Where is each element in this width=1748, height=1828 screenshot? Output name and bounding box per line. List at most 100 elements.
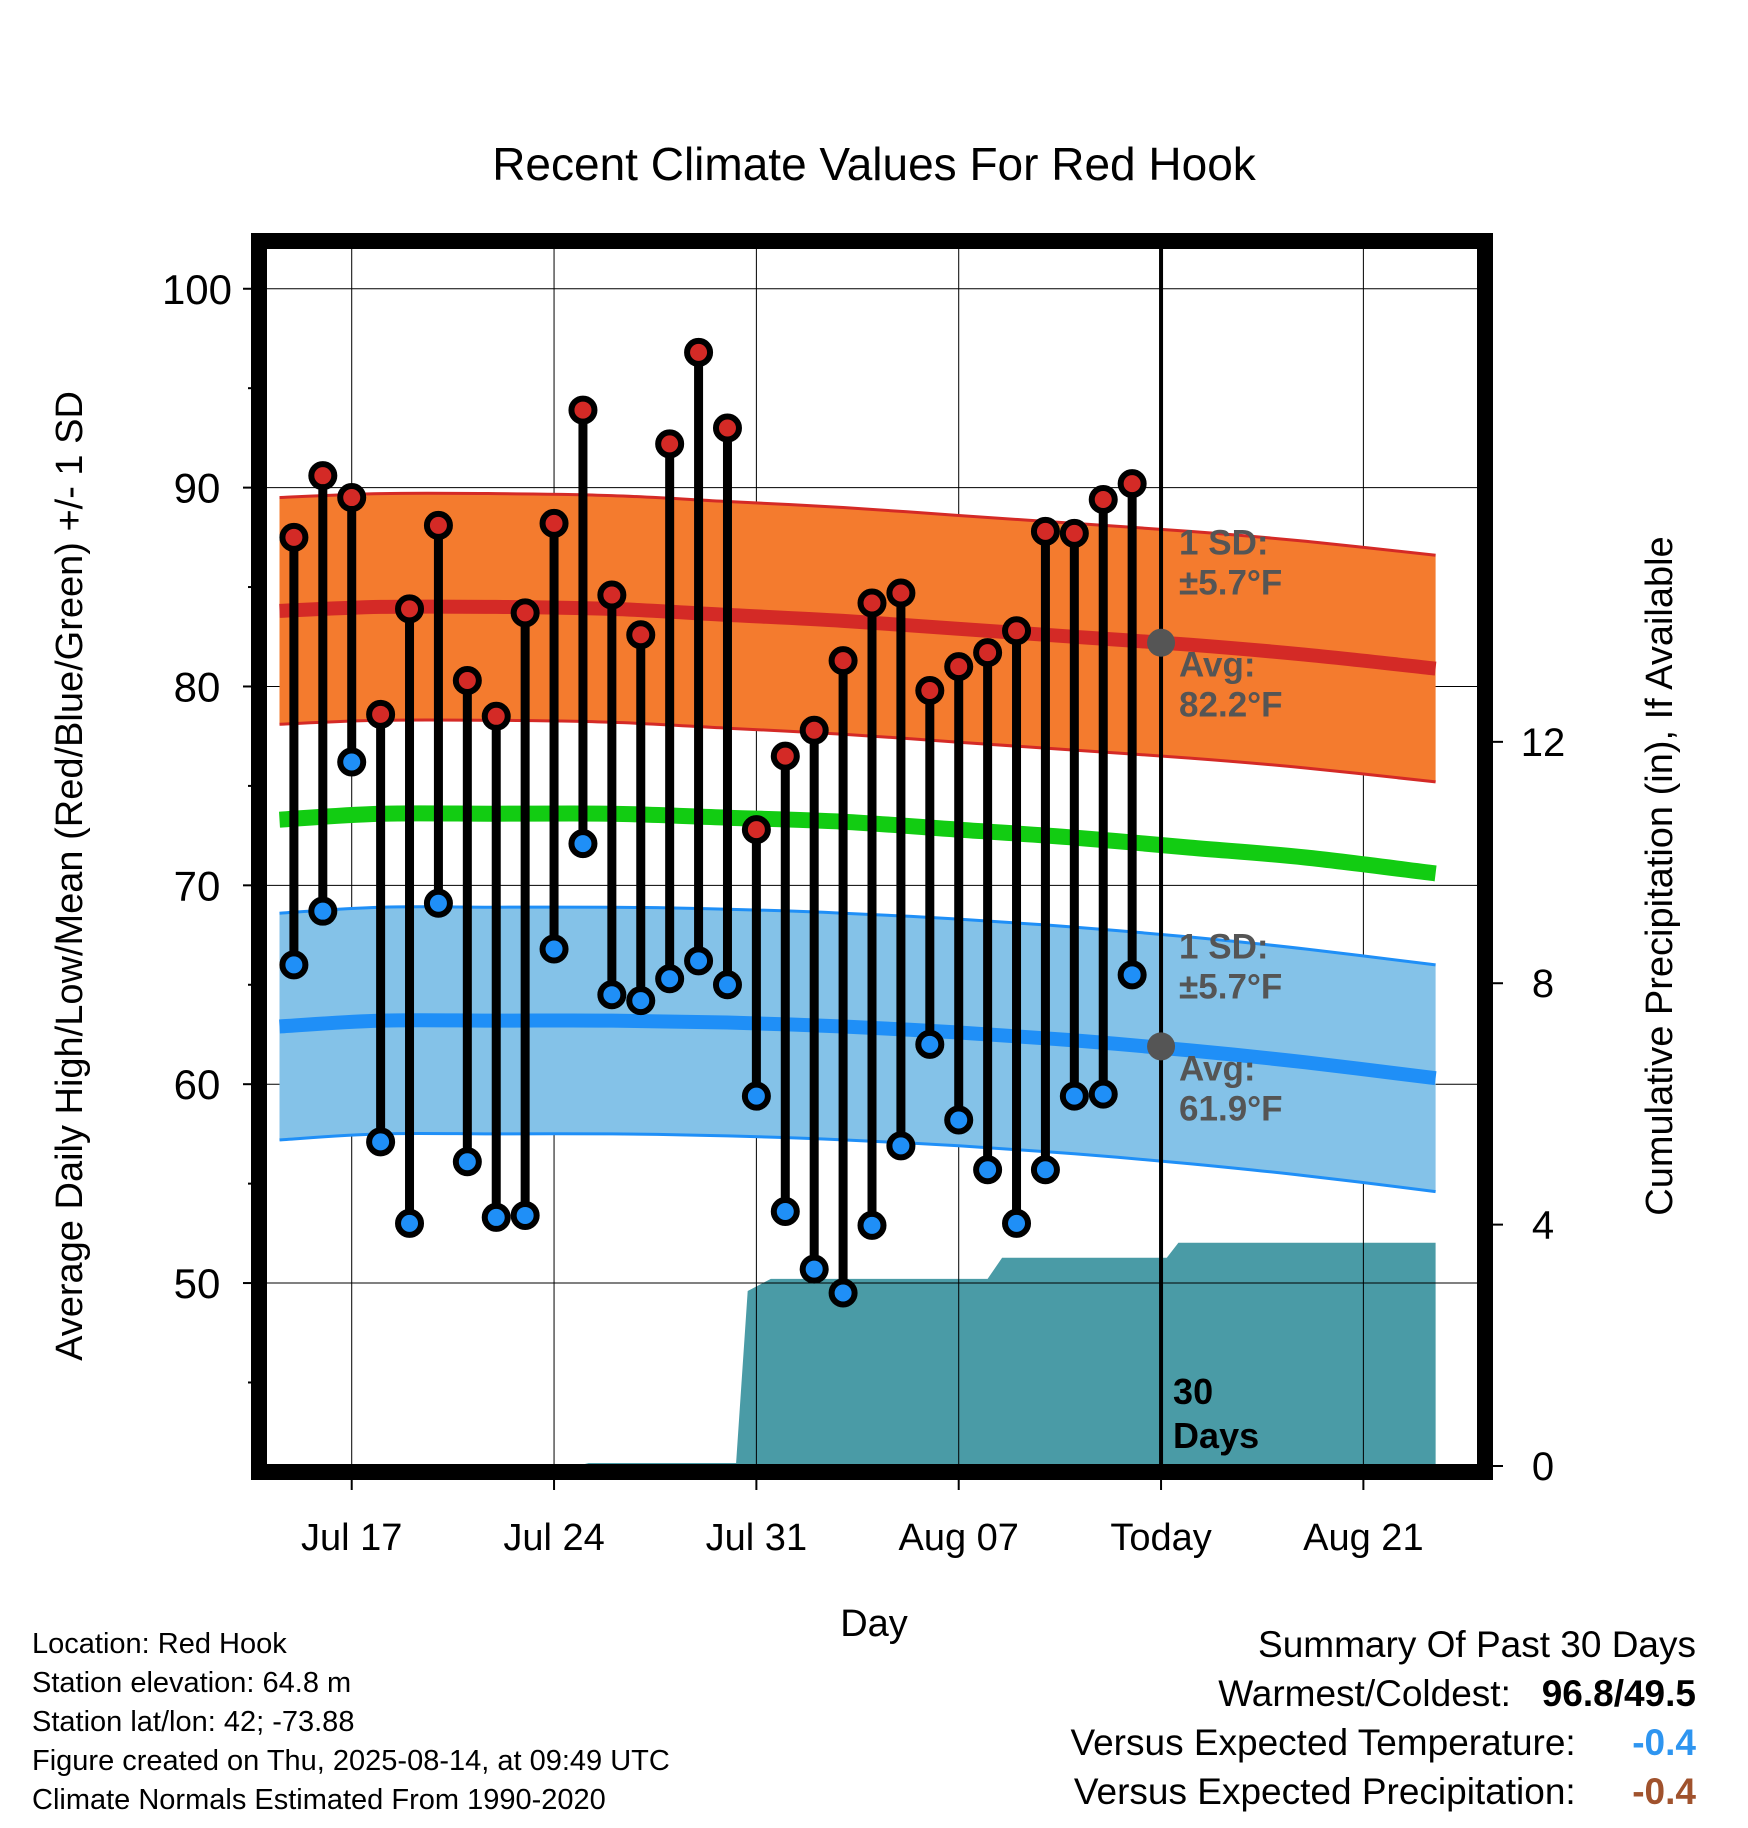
daily-high-point [395, 594, 425, 624]
daily-low-point [279, 950, 309, 980]
daily-high-point [279, 522, 309, 552]
low-sd-value: ±5.7°F [1179, 967, 1282, 1006]
daily-high-point [423, 510, 453, 540]
y2-tick-label: 4 [1532, 1204, 1554, 1248]
warm-cold-label: Warmest/Coldest: [1218, 1673, 1511, 1714]
daily-high-point [1059, 518, 1089, 548]
daily-high-point [799, 715, 829, 745]
daily-high-point [539, 508, 569, 538]
chart-title: Recent Climate Values For Red Hook [492, 138, 1257, 190]
daily-low-point [944, 1105, 974, 1135]
daily-low-point [539, 934, 569, 964]
daily-high-point [568, 395, 598, 425]
daily-low-point [1030, 1155, 1060, 1185]
daily-low-point [828, 1278, 858, 1308]
daily-high-point [828, 646, 858, 676]
low-sd-label: 1 SD: [1179, 927, 1268, 966]
info-normals: Climate Normals Estimated From 1990-2020 [32, 1784, 606, 1816]
daily-high-point [915, 675, 945, 705]
warmest-value: 96.8 [1541, 1673, 1614, 1714]
precip-label: Versus Expected Precipitation: [1073, 1771, 1576, 1812]
low-avg-label: Avg: [1179, 1049, 1255, 1088]
daily-low-point [1088, 1079, 1118, 1109]
daily-low-point [510, 1200, 540, 1230]
normal-high-line [279, 599, 1437, 676]
today-avg-high-marker [1147, 628, 1176, 657]
daily-low-point [481, 1202, 511, 1232]
y2-tick-label: 8 [1532, 962, 1554, 1006]
x-axis-label: Day [840, 1603, 908, 1645]
daily-high-point [1002, 616, 1032, 646]
daily-low-point [712, 970, 742, 1000]
daily-high-point [857, 588, 887, 618]
x-tick-label: Aug 21 [1303, 1517, 1423, 1559]
low-sd-band [279, 906, 1436, 1192]
daily-low-point [597, 980, 627, 1010]
daily-high-point [626, 620, 656, 650]
period-label-days: Days [1173, 1415, 1259, 1456]
daily-high-point [1117, 469, 1147, 499]
daily-high-point [366, 699, 396, 729]
high-sd-upper-edge [279, 491, 1436, 557]
y2-tick-label: 12 [1521, 721, 1566, 765]
info-latlon: Station lat/lon: 42; -73.88 [32, 1706, 355, 1738]
daily-low-point [395, 1208, 425, 1238]
y2-tick-label: 0 [1532, 1445, 1554, 1489]
daily-high-point [452, 666, 482, 696]
period-label-number: 30 [1173, 1371, 1213, 1412]
daily-low-point [886, 1131, 916, 1161]
daily-low-point [1002, 1208, 1032, 1238]
daily-low-point [337, 747, 367, 777]
daily-low-point [857, 1210, 887, 1240]
daily-high-point [1088, 485, 1118, 515]
daily-high-point [337, 483, 367, 513]
daily-high-point [655, 429, 685, 459]
info-location: Location: Red Hook [32, 1628, 287, 1660]
x-tick-label: Aug 07 [898, 1517, 1018, 1559]
summary-heading: Summary Of Past 30 Days [1258, 1624, 1696, 1665]
info-elevation: Station elevation: 64.8 m [32, 1667, 352, 1699]
daily-high-point [308, 461, 338, 491]
y2-axis-label: Cumulative Precipitation (in), If Availa… [1639, 536, 1681, 1215]
daily-low-point [366, 1127, 396, 1157]
summary-warm-cold: Warmest/Coldest: 96.8/49.5 [1070, 1669, 1696, 1718]
daily-high-point [481, 701, 511, 731]
high-sd-label: 1 SD: [1179, 524, 1268, 563]
daily-high-point [684, 337, 714, 367]
station-info: Location: Red Hook Station elevation: 64… [32, 1625, 670, 1820]
daily-high-point [973, 638, 1003, 668]
daily-high-point [944, 652, 974, 682]
high-sd-value: ±5.7°F [1179, 564, 1282, 603]
daily-low-point [799, 1254, 829, 1284]
daily-low-point [770, 1196, 800, 1226]
precip-value: -0.4 [1632, 1771, 1696, 1812]
x-tick-label: Jul 17 [301, 1517, 402, 1559]
daily-low-point [452, 1147, 482, 1177]
daily-low-point [655, 964, 685, 994]
temp-label: Versus Expected Temperature: [1070, 1722, 1576, 1763]
daily-low-point [1059, 1081, 1089, 1111]
y-tick-label: 50 [174, 1260, 221, 1307]
y-axis-label: Average Daily High/Low/Mean (Red/Blue/Gr… [49, 391, 91, 1361]
daily-low-point [915, 1029, 945, 1059]
y-tick-label: 70 [174, 862, 221, 909]
daily-high-point [741, 815, 771, 845]
y-tick-label: 90 [174, 465, 221, 512]
daily-low-point [684, 946, 714, 976]
today-avg-low-marker [1147, 1032, 1176, 1061]
summary-precip: Versus Expected Precipitation: -0.4 [1070, 1767, 1696, 1816]
y-tick-label: 80 [174, 663, 221, 710]
daily-low-point [568, 829, 598, 859]
temp-value: -0.4 [1632, 1722, 1696, 1763]
info-created: Figure created on Thu, 2025-08-14, at 09… [32, 1745, 670, 1777]
daily-low-point [741, 1081, 771, 1111]
high-avg-value: 82.2°F [1179, 686, 1283, 725]
coldest-value: 49.5 [1623, 1673, 1696, 1714]
daily-high-point [597, 580, 627, 610]
daily-high-point [712, 413, 742, 443]
daily-low-point [626, 986, 656, 1016]
low-avg-value: 61.9°F [1179, 1089, 1283, 1128]
daily-high-point [510, 598, 540, 628]
x-tick-label: Today [1110, 1517, 1211, 1559]
high-sd-band [279, 493, 1436, 782]
